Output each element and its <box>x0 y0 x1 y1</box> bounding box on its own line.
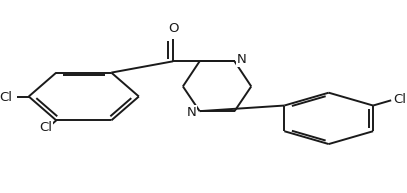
Text: O: O <box>168 22 178 36</box>
Text: Cl: Cl <box>393 93 406 106</box>
Text: N: N <box>236 53 246 66</box>
Text: N: N <box>186 106 196 119</box>
Text: Cl: Cl <box>0 91 13 104</box>
Text: Cl: Cl <box>39 121 53 134</box>
